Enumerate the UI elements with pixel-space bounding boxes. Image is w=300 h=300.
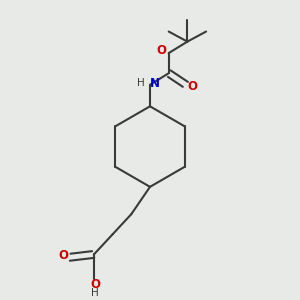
Text: O: O [157,44,166,57]
Text: O: O [90,278,100,291]
Text: O: O [187,80,197,93]
Text: H: H [137,78,145,88]
Text: H: H [92,288,99,298]
Text: O: O [58,249,68,262]
Text: N: N [150,77,160,90]
